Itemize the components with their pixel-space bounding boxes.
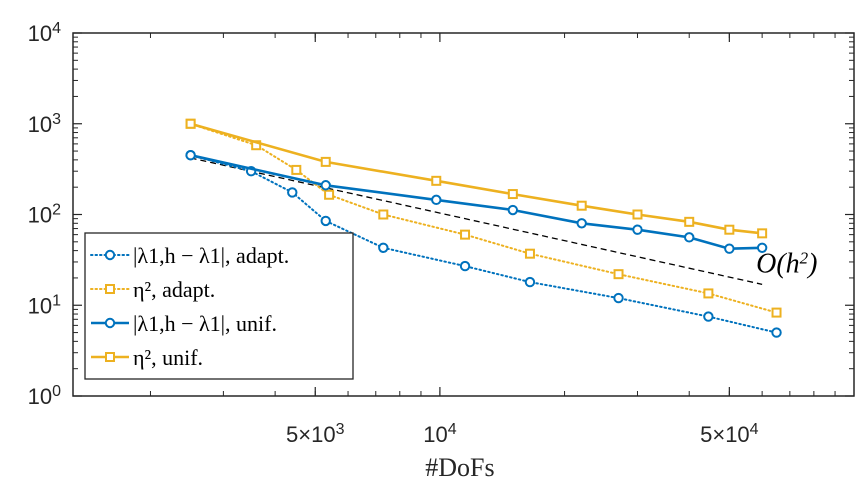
series-group	[185, 118, 782, 338]
data-point	[613, 269, 624, 280]
data-point	[320, 215, 331, 227]
legend-box	[84, 232, 354, 380]
y-tick-label: 101	[28, 292, 61, 319]
data-point	[378, 242, 389, 253]
data-point	[632, 209, 643, 220]
data-point	[771, 307, 782, 318]
data-point	[459, 260, 471, 272]
data-point	[703, 311, 714, 322]
series-4	[185, 118, 768, 239]
series-line	[189, 122, 778, 314]
data-point	[576, 218, 587, 229]
data-point	[613, 292, 624, 304]
data-point	[771, 327, 782, 338]
y-tick-label: 100	[28, 383, 61, 410]
data-point	[684, 232, 695, 243]
x-tick-label: 5×104	[700, 421, 759, 448]
data-point	[324, 189, 335, 200]
reference-slope-line	[190, 157, 763, 285]
legend-entry-label: η², unif.	[133, 345, 203, 370]
data-point	[185, 118, 196, 129]
data-point	[320, 156, 331, 167]
legend-swatch-marker	[105, 284, 115, 294]
data-point	[291, 164, 302, 175]
legend-swatch-marker	[104, 249, 116, 261]
legend-swatch-marker	[104, 317, 116, 329]
data-point	[724, 243, 735, 254]
reference-slope-label: O(h2)	[756, 248, 817, 280]
series-line	[189, 154, 778, 334]
legend-swatch-marker	[105, 352, 115, 362]
data-point	[524, 276, 536, 288]
data-point	[524, 248, 535, 259]
axis-ticks: 100 101 102 103 104 5×103 104 5×104	[28, 20, 854, 448]
reference-slope-group	[190, 157, 763, 285]
legend-entry-label: η², adapt.	[133, 277, 215, 302]
legend-entry-label: |λ1,h − λ1|, adapt.	[133, 243, 289, 268]
y-tick-label: 102	[28, 201, 61, 228]
y-tick-label: 103	[28, 110, 61, 137]
data-point	[703, 288, 714, 299]
data-point	[287, 187, 298, 198]
series-3	[185, 150, 768, 254]
data-point	[378, 209, 389, 220]
data-point	[320, 180, 331, 191]
data-point	[756, 242, 768, 253]
y-tick-label: 104	[28, 20, 61, 47]
data-point	[684, 216, 695, 227]
legend: |λ1,h − λ1|, adapt. η², adapt. |λ1,h − λ1|…	[84, 232, 354, 380]
data-point	[507, 189, 518, 200]
data-point	[757, 228, 768, 239]
legend-entry-label: |λ1,h − λ1|, unif.	[133, 311, 277, 336]
data-point	[431, 194, 442, 206]
x-axis-title: #DoFs	[425, 453, 494, 482]
data-point	[576, 200, 587, 211]
data-point	[460, 229, 471, 240]
data-point	[507, 204, 519, 216]
data-point	[724, 224, 735, 235]
x-tick-label: 104	[423, 421, 456, 448]
data-point	[431, 175, 442, 186]
x-tick-label: 5×103	[286, 421, 345, 448]
data-point	[185, 150, 196, 161]
data-point	[632, 224, 643, 235]
